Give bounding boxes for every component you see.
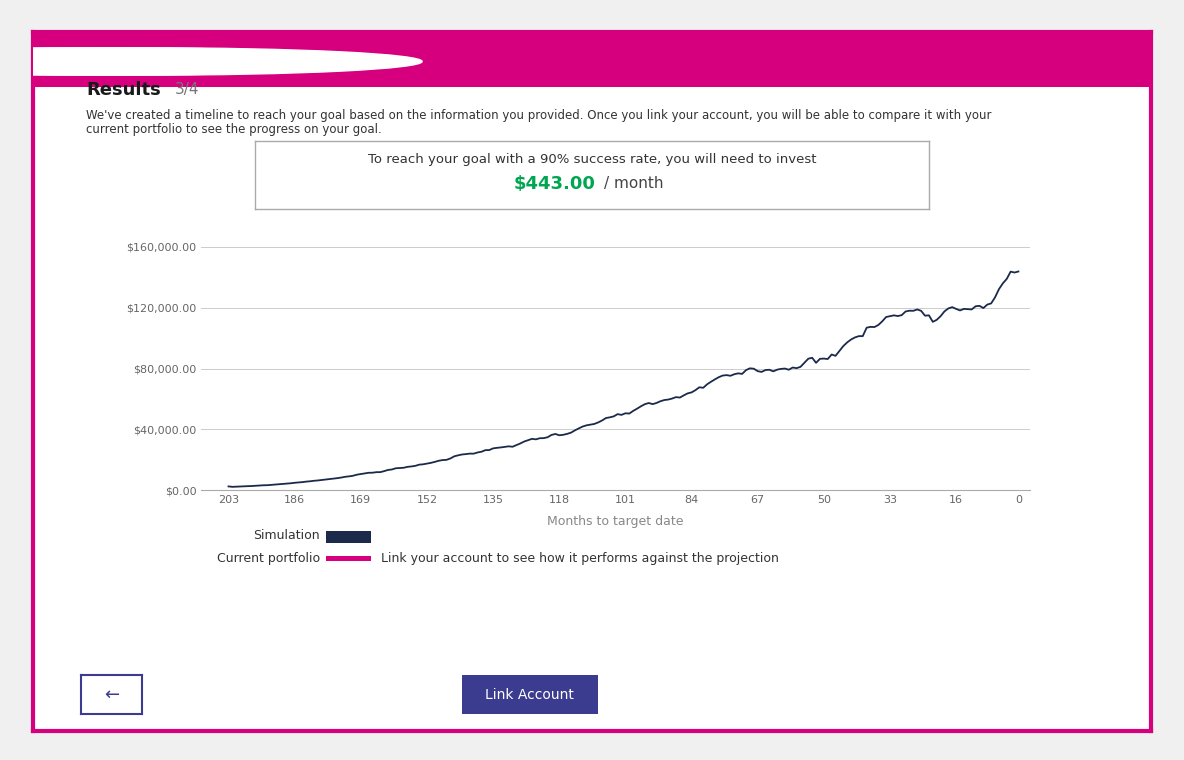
Text: Current portfolio: Current portfolio: [217, 552, 320, 565]
Text: Link your account to see how it performs against the projection: Link your account to see how it performs…: [381, 552, 779, 565]
Text: Link Account: Link Account: [485, 688, 574, 701]
Circle shape: [0, 48, 423, 75]
X-axis label: Months to target date: Months to target date: [547, 515, 684, 527]
Text: $443.00: $443.00: [513, 175, 596, 193]
Circle shape: [0, 48, 388, 75]
Text: To reach your goal with a 90% success rate, you will need to invest: To reach your goal with a 90% success ra…: [368, 153, 816, 166]
Circle shape: [0, 48, 355, 75]
Text: Results: Results: [86, 81, 161, 99]
Text: 3/4: 3/4: [175, 82, 200, 97]
Text: / month: / month: [604, 176, 663, 192]
Text: We've created a timeline to reach your goal based on the information you provide: We've created a timeline to reach your g…: [86, 109, 992, 122]
Text: current portfolio to see the progress on your goal.: current portfolio to see the progress on…: [86, 122, 382, 136]
Text: Simulation: Simulation: [253, 529, 320, 543]
Text: ←: ←: [104, 686, 118, 704]
